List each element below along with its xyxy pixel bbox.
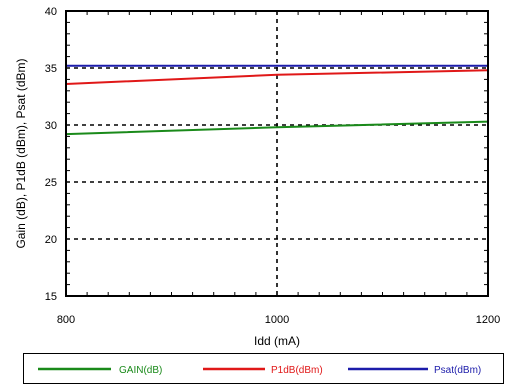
series-lines [65,64,489,136]
y-tick-label: 40 [45,6,57,18]
y-tick-label: 15 [45,291,57,303]
legend-label-p1db-dbm: P1dB(dBm) [271,365,323,376]
grid-lines [66,11,488,296]
legend-entries: GAIN(dB) P1dB(dBm) Psat(dBm) [38,365,481,376]
legend-label-gain-db: GAIN(dB) [119,365,162,376]
y-tick-label: 35 [45,63,57,75]
x-tick-label: 800 [57,314,75,326]
plot-frame [65,10,489,297]
x-tick-label: 1000 [265,314,289,326]
y-tick-label: 25 [45,177,57,189]
series-line-gain-db [65,120,489,136]
x-axis-label: Idd (mA) [254,334,300,348]
y-tick-label: 30 [45,120,57,132]
y-tick-label: 20 [45,234,57,246]
series-line-p1db-dbm [65,69,489,85]
x-tick-labels: 800 1000 1200 [57,314,500,326]
y-axis-label: Gain (dB), P1dB (dBm), Psat (dBm) [14,58,28,248]
x-tick-label: 1200 [476,314,500,326]
y-tick-labels: 15 20 25 30 35 40 [45,6,57,303]
legend-label-psat-dbm: Psat(dBm) [434,365,481,376]
